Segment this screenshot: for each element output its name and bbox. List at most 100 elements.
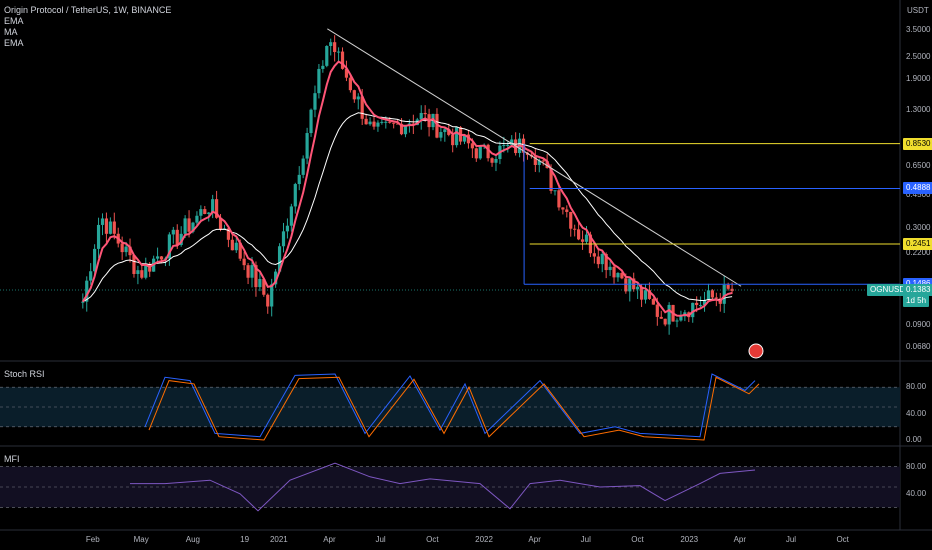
candle-body bbox=[250, 265, 254, 278]
time-tick-label: Oct bbox=[836, 535, 849, 544]
candle-body bbox=[533, 156, 537, 165]
candle-body bbox=[136, 270, 140, 274]
candle-body bbox=[388, 121, 392, 123]
candle-body bbox=[486, 144, 490, 159]
candle-body bbox=[643, 290, 648, 300]
candle-body bbox=[557, 190, 561, 208]
candle-body bbox=[293, 184, 297, 207]
candle-body bbox=[352, 90, 356, 100]
candle-body bbox=[195, 215, 199, 223]
level-price-tag[interactable]: 0.2451 bbox=[903, 238, 932, 250]
candle-body bbox=[549, 168, 553, 191]
candle-body bbox=[89, 271, 93, 281]
candle-body bbox=[553, 190, 557, 192]
candle-body bbox=[462, 134, 467, 142]
candle-body bbox=[112, 221, 116, 234]
chart-title: Origin Protocol / TetherUS, 1W, BINANCE bbox=[4, 5, 172, 15]
candle-body bbox=[419, 112, 423, 120]
price-tick-label: 0.4500 bbox=[906, 190, 931, 200]
time-tick-label: Jul bbox=[785, 535, 797, 544]
candle-body bbox=[451, 134, 455, 146]
candle-body bbox=[628, 278, 632, 292]
time-tick-label: Oct bbox=[426, 535, 439, 544]
candle-body bbox=[443, 129, 447, 133]
candle-body bbox=[620, 272, 624, 279]
candle-body bbox=[380, 121, 384, 123]
candle-body bbox=[120, 243, 124, 253]
symbol-tag[interactable]: OGNUSDT bbox=[867, 284, 913, 297]
candle-body bbox=[466, 134, 471, 144]
candle-body bbox=[655, 304, 659, 317]
legend: Origin Protocol / TetherUS, 1W, BINANCE … bbox=[4, 5, 171, 49]
candle-body bbox=[478, 145, 482, 159]
price-tick-label: 0.3000 bbox=[906, 222, 931, 232]
candle-body bbox=[663, 318, 667, 325]
candle-body bbox=[624, 278, 628, 292]
time-tick-label: 19 bbox=[240, 535, 250, 544]
ema-slow-line bbox=[82, 112, 733, 303]
time-tick-label: Jul bbox=[580, 535, 591, 544]
candle-body bbox=[238, 242, 242, 259]
candle-body bbox=[573, 228, 577, 230]
indicator-ema-2[interactable]: EMA bbox=[4, 38, 24, 48]
candle-body bbox=[356, 96, 360, 100]
candle-body bbox=[93, 248, 97, 272]
event-marker-icon bbox=[748, 343, 764, 359]
level-price-tag[interactable]: 0.8530 bbox=[903, 137, 932, 150]
candle-body bbox=[100, 218, 105, 225]
candle-body bbox=[364, 118, 368, 125]
stoch-rsi-title[interactable]: Stoch RSI bbox=[4, 369, 45, 379]
candle-body bbox=[124, 246, 128, 253]
candle-body bbox=[309, 109, 313, 134]
candle-body bbox=[128, 246, 132, 256]
price-tick-label: 0.6500 bbox=[906, 160, 931, 170]
candle-body bbox=[348, 77, 352, 91]
candle-body bbox=[108, 221, 112, 234]
bar-countdown-tag: 1d 5h bbox=[903, 295, 930, 308]
price-tick-label: 0.0900 bbox=[906, 319, 931, 329]
rsi-tick-label: 0.00 bbox=[906, 435, 922, 444]
candle-body bbox=[344, 68, 349, 78]
price-tick-label: 1.3000 bbox=[906, 104, 931, 114]
ema-fast-line bbox=[81, 60, 733, 317]
mfi-title[interactable]: MFI bbox=[4, 454, 20, 464]
candle-body bbox=[722, 284, 726, 304]
candle-body bbox=[340, 51, 345, 69]
candle-body bbox=[580, 239, 585, 242]
candle-body bbox=[211, 199, 215, 213]
price-unit-label: USDT bbox=[907, 6, 929, 15]
candle-body bbox=[494, 158, 498, 163]
stoch-d-line bbox=[148, 376, 760, 441]
candle-body bbox=[616, 272, 620, 278]
price-tick-label: 3.5000 bbox=[906, 24, 931, 34]
candle-body bbox=[474, 148, 478, 159]
candle-body bbox=[447, 129, 451, 135]
candle-body bbox=[258, 278, 262, 288]
candle-body bbox=[333, 42, 337, 53]
candle-body bbox=[561, 207, 565, 210]
candle-body bbox=[435, 113, 439, 138]
time-tick-label: Aug bbox=[185, 535, 200, 544]
candle-body bbox=[636, 286, 640, 290]
candle-body bbox=[699, 305, 703, 307]
level-price-tag[interactable]: 0.4888 bbox=[903, 182, 932, 195]
candle-body bbox=[159, 256, 164, 260]
candle-body bbox=[266, 294, 270, 307]
candle-body bbox=[199, 209, 203, 216]
time-tick-label: Apr bbox=[323, 535, 336, 544]
candle-body bbox=[612, 266, 616, 278]
candle-body bbox=[399, 123, 404, 135]
time-tick-label: Apr bbox=[528, 535, 541, 544]
candle-body bbox=[262, 278, 266, 295]
time-tick-label: 2021 bbox=[269, 535, 288, 544]
indicator-ema-1[interactable]: EMA bbox=[4, 16, 24, 26]
current-price-tag[interactable]: 0.1383 bbox=[903, 284, 932, 297]
candle-body bbox=[604, 254, 608, 271]
candle-body bbox=[545, 161, 549, 169]
candle-body bbox=[470, 143, 474, 149]
candle-body bbox=[144, 263, 148, 278]
candle-body bbox=[659, 316, 663, 319]
indicator-ma[interactable]: MA bbox=[4, 27, 18, 37]
